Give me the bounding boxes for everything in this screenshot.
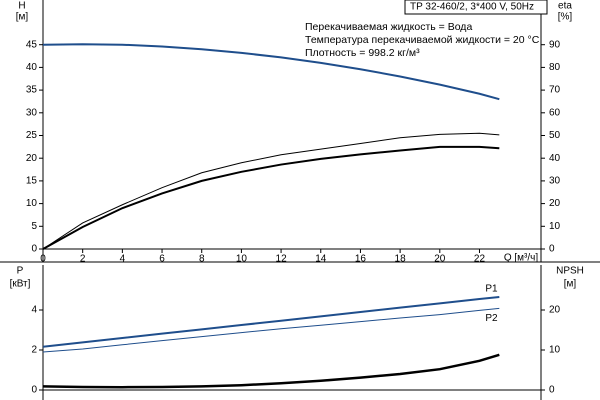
- x-tick-label: 22: [474, 254, 486, 265]
- x-tick-label: 20: [434, 254, 446, 265]
- x-tick-label: 12: [276, 254, 288, 265]
- curve: [42, 132, 500, 250]
- y-tick-label: 30: [26, 107, 38, 118]
- y2-axis-unit: [м]: [564, 279, 577, 290]
- annotation: Плотность = 998.2 кг/м³: [305, 47, 420, 59]
- y-tick-label: 0: [31, 244, 37, 255]
- annotation: Перекачиваемая жидкость = Вода: [305, 21, 472, 33]
- curve: [42, 296, 500, 348]
- x-tick-label: 18: [395, 254, 407, 265]
- y2-tick-label: 40: [549, 153, 561, 164]
- y-axis-unit: [м]: [16, 12, 29, 23]
- curve-label: P1: [485, 284, 498, 295]
- y-tick-label: 25: [26, 130, 38, 141]
- x-tick-label: 14: [315, 254, 327, 265]
- x-tick-label: 6: [159, 254, 165, 265]
- x-axis-label: Q [м³/ч]: [504, 253, 539, 264]
- y2-tick-label: 20: [549, 198, 561, 209]
- x-tick-label: 0: [40, 254, 46, 265]
- y2-tick-label: 70: [549, 85, 561, 96]
- x-tick-label: 16: [355, 254, 367, 265]
- y2-tick-label: 30: [549, 176, 561, 187]
- y-axis-unit: [кВт]: [10, 279, 31, 290]
- y-tick-label: 40: [26, 62, 38, 73]
- title-box: [404, 0, 548, 15]
- y-tick-label: 2: [31, 345, 37, 356]
- y-tick-label: 15: [26, 176, 38, 187]
- y2-axis-label: eta: [558, 1, 572, 12]
- y2-tick-label: 10: [549, 345, 561, 356]
- y2-tick-label: 0: [549, 244, 555, 255]
- curve: [42, 307, 500, 353]
- y2-tick-label: 90: [549, 39, 561, 50]
- y-tick-label: 35: [26, 85, 38, 96]
- y-tick-label: 45: [26, 39, 38, 50]
- y-tick-label: 4: [31, 305, 37, 316]
- curve: [42, 145, 500, 250]
- x-tick-label: 4: [120, 254, 126, 265]
- y-tick-label: 5: [31, 221, 37, 232]
- annotation: Температура перекачиваемой жидкости = 20…: [305, 34, 540, 46]
- y-tick-label: 20: [26, 153, 38, 164]
- y2-tick-label: 60: [549, 107, 561, 118]
- y2-axis-label: NPSH: [556, 266, 584, 277]
- y-tick-label: 10: [26, 198, 38, 209]
- y-axis-label: H: [18, 1, 25, 12]
- curve: [42, 353, 500, 389]
- y2-tick-label: 20: [549, 305, 561, 316]
- x-tick-label: 8: [199, 254, 205, 265]
- y2-tick-label: 80: [549, 62, 561, 73]
- curve: [42, 43, 500, 101]
- y-axis-label: P: [17, 266, 24, 277]
- y2-tick-label: 50: [549, 130, 561, 141]
- y2-axis-unit: [%]: [558, 12, 573, 23]
- x-tick-label: 2: [80, 254, 86, 265]
- x-tick-label: 10: [236, 254, 248, 265]
- y2-tick-label: 0: [549, 385, 555, 396]
- y2-tick-label: 10: [549, 221, 561, 232]
- chart-title: TP 32-460/2, 3*400 V, 50Hz: [410, 2, 534, 13]
- y-tick-label: 0: [31, 385, 37, 396]
- curve-label: P2: [485, 313, 498, 324]
